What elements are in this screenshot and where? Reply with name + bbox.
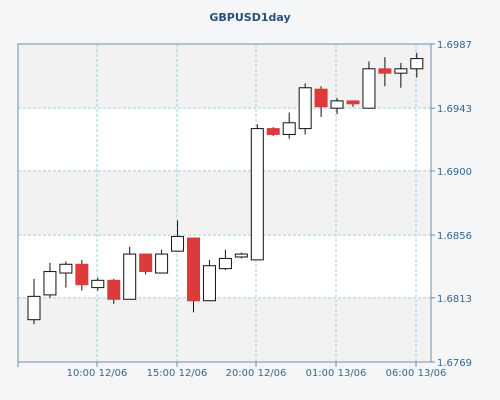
candle <box>218 249 232 271</box>
candle <box>266 127 280 136</box>
y-tick-label: 1.6856 <box>437 231 472 242</box>
candle <box>91 277 105 291</box>
bull-candle-body <box>234 253 248 258</box>
x-tick-label: 15:00 12/06 <box>147 368 208 379</box>
x-tick-label: 06:00 13/06 <box>386 368 447 379</box>
bull-candle-body <box>202 265 216 302</box>
candle <box>59 261 73 288</box>
candle <box>171 220 185 252</box>
candle <box>75 259 89 291</box>
candle <box>43 262 57 298</box>
candle <box>298 83 312 135</box>
candle <box>123 246 137 300</box>
bull-candle-body <box>171 236 185 252</box>
y-tick-label: 1.6813 <box>437 294 472 305</box>
bear-candle-body <box>266 128 280 135</box>
bear-candle-body <box>75 263 89 286</box>
y-tick-label: 1.6900 <box>437 167 472 178</box>
bull-candle-body <box>91 279 105 289</box>
candle <box>155 249 169 274</box>
x-tick-label: 10:00 12/06 <box>67 368 128 379</box>
plot-border <box>17 43 432 363</box>
candle <box>394 62 408 88</box>
candle <box>362 61 376 109</box>
axes <box>17 43 435 367</box>
candle <box>410 52 424 78</box>
plot-background <box>18 44 431 362</box>
x-tick-label: 01:00 13/06 <box>306 368 367 379</box>
bear-candle-body <box>378 68 392 74</box>
plot-band <box>18 170 431 236</box>
candle <box>282 112 296 139</box>
plot-band <box>18 44 431 109</box>
bull-candle-body <box>123 253 137 300</box>
candle <box>346 100 360 107</box>
chart-title: GBPUSD1day <box>209 11 290 24</box>
candle <box>250 124 264 261</box>
candles <box>27 52 424 325</box>
candle <box>314 86 328 117</box>
bull-candle-body <box>59 263 73 274</box>
x-tick-label: 20:00 12/06 <box>226 368 287 379</box>
bull-candle-body <box>155 253 169 274</box>
y-axis-tick-labels: 1.6987 1.6943 1.6900 1.6856 1.6813 1.6769 <box>437 40 472 369</box>
bull-candle-body <box>394 68 408 74</box>
bull-candle-body <box>27 295 41 321</box>
bull-candle-body <box>330 100 344 109</box>
bull-candle-body <box>410 58 424 70</box>
bear-candle-body <box>346 100 360 105</box>
bear-candle-body <box>139 253 153 273</box>
candle <box>234 252 248 259</box>
y-tick-label: 1.6769 <box>437 358 472 369</box>
bull-candle-body <box>282 122 296 135</box>
bull-candle-body <box>250 128 264 261</box>
bear-candle-body <box>187 237 200 302</box>
bear-candle-body <box>314 88 328 108</box>
bull-candle-body <box>218 257 232 270</box>
candle <box>139 253 153 275</box>
bull-candle-body <box>362 68 376 109</box>
bear-candle-body <box>107 279 121 300</box>
candle <box>187 237 200 313</box>
candle <box>107 278 121 304</box>
bull-candle-body <box>298 87 312 130</box>
candle <box>27 278 41 325</box>
bull-candle-body <box>43 271 57 296</box>
plot-band <box>18 297 431 362</box>
candle <box>378 57 392 87</box>
y-tick-label: 1.6987 <box>437 40 472 51</box>
y-tick-label: 1.6943 <box>437 104 472 115</box>
x-axis-tick-labels: 10:00 12/06 15:00 12/06 20:00 12/06 01:00 1… <box>67 368 447 379</box>
candle <box>202 259 216 302</box>
candle <box>330 97 344 115</box>
